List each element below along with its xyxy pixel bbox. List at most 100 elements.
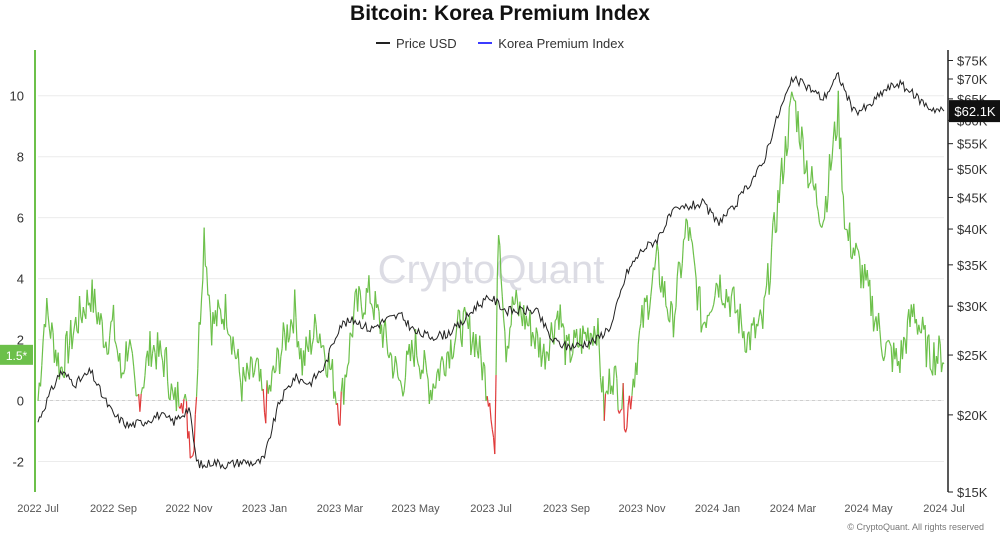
premium-segment [849,222,852,258]
premium-segment [925,336,929,368]
premium-segment [597,318,600,348]
legend-item-premium[interactable]: Korea Premium Index [478,36,624,51]
premium-segment [39,365,43,387]
premium-segment [513,303,516,306]
premium-segment [808,182,812,185]
premium-segment [889,343,892,347]
legend-item-price[interactable]: Price USD [375,36,457,51]
premium-segment [153,344,156,353]
premium-segment [453,337,457,346]
premium-segment [831,139,834,160]
premium-segment [246,362,249,372]
premium-segment [665,305,668,310]
premium-segment [773,212,776,233]
premium-segment [470,343,473,356]
x-tick-label-2: 2022 Nov [165,503,213,515]
premium-segment [762,298,765,329]
premium-segment [802,139,805,175]
premium-segment [757,317,760,327]
premium-segment [424,360,428,373]
premium-segment [685,218,688,222]
right-tick-label-5: $40K [957,222,988,237]
premium-segment [94,288,97,311]
right-tick-label-1: $20K [957,408,988,423]
premium-segment [666,308,670,320]
right-tick-label-8: $55K [957,137,988,152]
premium-segment [837,90,841,150]
premium-segment [657,251,661,286]
premium-segment [877,312,881,330]
premium-segment [784,136,788,156]
premium-segment [901,336,905,360]
premium-segment [112,304,116,341]
premium-segment [109,321,112,336]
premium-segment [314,314,317,325]
premium-segment [598,347,602,378]
premium-segment [683,237,686,241]
premium-segment [419,369,423,380]
premium-segment [41,341,44,366]
premium-segment [242,366,245,376]
premium-segment [294,289,297,318]
premium-segment [705,315,709,328]
premium-segment [745,333,749,353]
premium-segment [787,107,790,148]
premium-segment [550,322,554,336]
premium-segment [739,303,743,324]
premium-segment [653,256,657,271]
premium-segment [331,359,335,399]
premium-segment [150,353,154,367]
premium-segment [918,324,921,333]
premium-segment [782,170,785,185]
premium-segment [905,320,909,354]
premium-segment [821,221,824,228]
premium-segment [106,353,109,356]
premium-segment [457,309,460,312]
premium-segment [310,344,313,355]
premium-segment [185,401,189,439]
premium-segment [37,382,40,402]
premium-segment [481,362,485,381]
premium-segment [689,227,692,239]
premium-segment [450,339,453,360]
premium-segment [192,450,195,457]
premium-segment [353,292,356,313]
premium-segment [792,96,795,101]
premium-segment [768,280,771,295]
left-tick-label-5: 8 [17,150,24,165]
premium-segment [841,190,844,196]
premium-segment [934,356,938,376]
premium-segment [486,396,490,407]
premium-segment [129,339,132,347]
left-tick-label-0: -2 [12,455,24,470]
premium-segment [199,297,203,325]
premium-segment [402,390,405,397]
premium-segment [279,356,282,375]
premium-segment [346,362,350,367]
premium-segment [360,306,364,320]
premium-segment [51,322,54,333]
premium-segment [275,347,278,371]
premium-segment [603,393,607,421]
premium-segment [942,362,945,365]
premium-segment [801,126,804,140]
copyright-notice: © CryptoQuant. All rights reserved [847,522,984,532]
premium-segment [840,137,843,191]
premium-segment [684,218,687,239]
premium-segment [63,336,67,378]
premium-segment [110,320,113,323]
premium-segment [529,311,532,347]
premium-segment [167,381,170,399]
premium-segment [396,363,399,377]
premium-segment [131,353,135,367]
premium-segment [107,335,111,354]
premium-segment [515,289,519,302]
premium-segment [491,429,495,438]
left-current-label: 1.5* [6,349,28,363]
chart-legend: Price USD Korea Premium Index [0,32,1000,51]
premium-segment [227,333,230,336]
premium-segment [778,177,782,203]
premium-segment [570,353,574,359]
premium-segment [791,91,794,98]
